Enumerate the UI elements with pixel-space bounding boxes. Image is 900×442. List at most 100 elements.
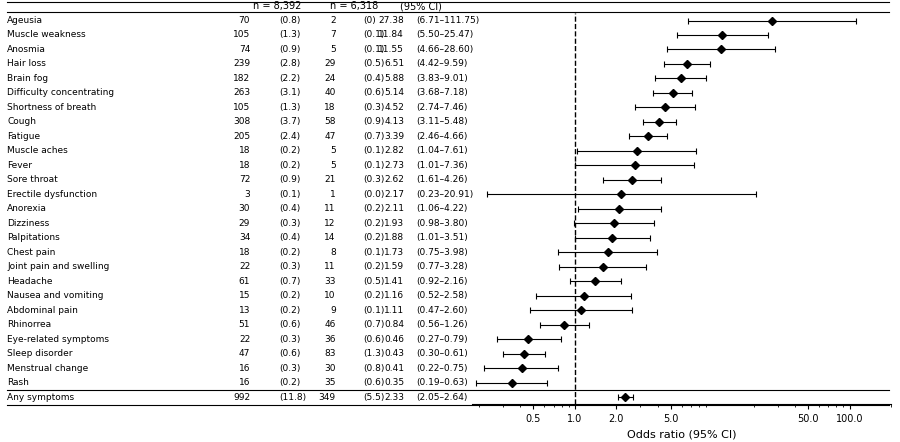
X-axis label: Odds ratio (95% CI): Odds ratio (95% CI): [627, 430, 736, 440]
Text: 2: 2: [330, 16, 336, 25]
Text: (0.1): (0.1): [364, 45, 385, 54]
Text: 308: 308: [233, 118, 250, 126]
Text: 0.84: 0.84: [384, 320, 404, 329]
Text: (0.22–0.75): (0.22–0.75): [417, 364, 468, 373]
Text: (0.5): (0.5): [364, 277, 385, 286]
Text: 47: 47: [238, 349, 250, 358]
Text: (0.75–3.98): (0.75–3.98): [417, 248, 469, 257]
Text: (1.04–7.61): (1.04–7.61): [417, 146, 468, 156]
Text: 5: 5: [330, 45, 336, 54]
Text: No. (%) cases,
n = 8,392: No. (%) cases, n = 8,392: [242, 0, 312, 11]
Text: Headache: Headache: [7, 277, 53, 286]
Text: 2.73: 2.73: [384, 161, 404, 170]
Text: (0.2): (0.2): [279, 306, 301, 315]
Text: No. (%) controls,
n = 6,318: No. (%) controls, n = 6,318: [313, 0, 394, 11]
Text: 1.59: 1.59: [384, 262, 404, 271]
Text: (0.19–0.63): (0.19–0.63): [417, 378, 469, 387]
Text: (0.9): (0.9): [279, 45, 301, 54]
Text: (0.9): (0.9): [364, 118, 385, 126]
Text: Anorexia: Anorexia: [7, 204, 47, 213]
Text: (2.05–2.64): (2.05–2.64): [417, 392, 468, 402]
Text: 349: 349: [319, 392, 336, 402]
Text: 4.52: 4.52: [384, 103, 404, 112]
Text: (0.4): (0.4): [279, 233, 301, 242]
Text: 1.88: 1.88: [384, 233, 404, 242]
Text: Sore throat: Sore throat: [7, 175, 58, 184]
Text: (0.52–2.58): (0.52–2.58): [417, 291, 468, 300]
Text: (1.3): (1.3): [279, 103, 301, 112]
Text: (0.3): (0.3): [279, 219, 301, 228]
Text: (0.3): (0.3): [364, 175, 385, 184]
Text: (4.42–9.59): (4.42–9.59): [417, 60, 468, 69]
Text: 2.17: 2.17: [384, 190, 404, 199]
Text: Rhinorrea: Rhinorrea: [7, 320, 51, 329]
Text: (0.98–3.80): (0.98–3.80): [417, 219, 469, 228]
Text: (0.77–3.28): (0.77–3.28): [417, 262, 468, 271]
Text: Menstrual change: Menstrual change: [7, 364, 88, 373]
Text: (0.0): (0.0): [364, 190, 385, 199]
Text: (0.2): (0.2): [279, 248, 301, 257]
Text: (0.2): (0.2): [364, 262, 385, 271]
Text: (0.1): (0.1): [279, 190, 301, 199]
Text: (0.6): (0.6): [364, 88, 385, 97]
Text: Muscle weakness: Muscle weakness: [7, 30, 86, 39]
Text: 70: 70: [238, 16, 250, 25]
Text: 9: 9: [330, 306, 336, 315]
Text: 0.46: 0.46: [384, 335, 404, 344]
Text: 13: 13: [238, 306, 250, 315]
Text: (6.71–111.75): (6.71–111.75): [417, 16, 480, 25]
Text: 105: 105: [233, 30, 250, 39]
Text: 1.11: 1.11: [384, 306, 404, 315]
Text: (3.68–7.18): (3.68–7.18): [417, 88, 469, 97]
Text: Eye-related symptoms: Eye-related symptoms: [7, 335, 109, 344]
Text: (3.11–5.48): (3.11–5.48): [417, 118, 468, 126]
Text: Joint pain and swelling: Joint pain and swelling: [7, 262, 110, 271]
Text: Nausea and vomiting: Nausea and vomiting: [7, 291, 104, 300]
Text: 105: 105: [233, 103, 250, 112]
Text: (0.47–2.60): (0.47–2.60): [417, 306, 468, 315]
Text: 1.93: 1.93: [384, 219, 404, 228]
Text: (0.1): (0.1): [364, 30, 385, 39]
Text: (0): (0): [364, 16, 376, 25]
Text: 18: 18: [238, 146, 250, 156]
Text: 8: 8: [330, 248, 336, 257]
Text: 1.73: 1.73: [384, 248, 404, 257]
Text: 205: 205: [233, 132, 250, 141]
Text: (0.56–1.26): (0.56–1.26): [417, 320, 468, 329]
Text: (0.8): (0.8): [364, 364, 385, 373]
Text: (2.4): (2.4): [279, 132, 300, 141]
Text: 11: 11: [324, 262, 336, 271]
Text: 22: 22: [239, 335, 250, 344]
Text: Rash: Rash: [7, 378, 29, 387]
Text: 16: 16: [238, 364, 250, 373]
Text: (0.92–2.16): (0.92–2.16): [417, 277, 468, 286]
Text: (0.1): (0.1): [364, 306, 385, 315]
Text: (0.2): (0.2): [279, 378, 301, 387]
Text: (0.3): (0.3): [279, 262, 301, 271]
Text: 29: 29: [238, 219, 250, 228]
Text: (0.2): (0.2): [364, 233, 385, 242]
Text: 7: 7: [330, 30, 336, 39]
Text: (1.61–4.26): (1.61–4.26): [417, 175, 468, 184]
Text: 40: 40: [324, 88, 336, 97]
Text: Chest pain: Chest pain: [7, 248, 56, 257]
Text: (0.6): (0.6): [364, 378, 385, 387]
Text: 36: 36: [324, 335, 336, 344]
Text: (1.06–4.22): (1.06–4.22): [417, 204, 468, 213]
Text: 11.55: 11.55: [378, 45, 404, 54]
Text: 2.11: 2.11: [384, 204, 404, 213]
Text: (0.9): (0.9): [279, 175, 301, 184]
Text: 1: 1: [330, 190, 336, 199]
Text: (3.7): (3.7): [279, 118, 301, 126]
Text: 11.84: 11.84: [378, 30, 404, 39]
Text: Fatigue: Fatigue: [7, 132, 40, 141]
Text: Cough: Cough: [7, 118, 36, 126]
Text: (0.1): (0.1): [364, 161, 385, 170]
Text: (1.3): (1.3): [364, 349, 385, 358]
Text: (2.8): (2.8): [279, 60, 301, 69]
Text: Brain fog: Brain fog: [7, 74, 49, 83]
Text: 5: 5: [330, 146, 336, 156]
Text: 5.14: 5.14: [384, 88, 404, 97]
Text: (11.8): (11.8): [279, 392, 306, 402]
Text: 24: 24: [324, 74, 336, 83]
